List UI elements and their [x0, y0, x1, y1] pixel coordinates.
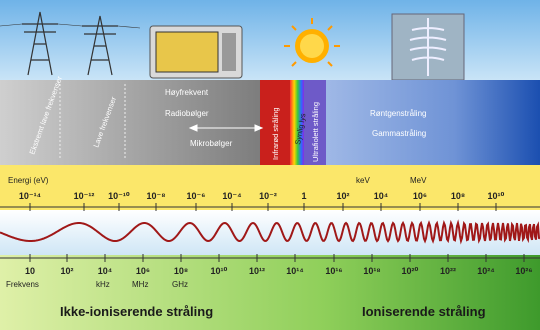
region-label: Infrarød stråling [271, 107, 280, 160]
frequency-tick-label: 10¹⁶ [325, 266, 342, 276]
frequency-unit: kHz [96, 280, 110, 289]
frequency-tick-label: 10 [25, 266, 35, 276]
region-label: Høyfrekvent [165, 88, 209, 97]
spectrum-diagram: Ekstremt lave frekvenser Lave frekvenser… [0, 0, 540, 330]
energy-tick-label: 10⁴ [374, 191, 388, 201]
energy-unit: keV [356, 176, 370, 185]
energy-band [0, 165, 540, 210]
page: { "regions": { "extremely_low": "Ekstrem… [0, 0, 540, 330]
frequency-unit: GHz [172, 280, 188, 289]
frequency-tick-label: 10¹⁰ [211, 266, 228, 276]
energy-tick-label: 10⁻¹⁰ [108, 191, 130, 201]
energy-tick-label: 10⁻⁴ [222, 191, 241, 201]
energy-tick-label: 10⁻¹⁴ [19, 191, 41, 201]
energy-tick-label: 10⁻² [259, 191, 277, 201]
energy-tick-label: 10⁶ [413, 191, 427, 201]
frequency-tick-label: 10²² [440, 266, 456, 276]
frequency-tick-label: 10¹² [249, 266, 265, 276]
region-label: Røntgenstråling [370, 109, 426, 118]
frequency-tick-label: 10⁶ [136, 266, 150, 276]
energy-tick-label: 10⁸ [451, 191, 465, 201]
energy-unit: MeV [410, 176, 427, 185]
xray-icon [392, 14, 464, 80]
energy-tick-label: 10¹⁰ [488, 191, 505, 201]
microwave-icon [150, 26, 242, 78]
region-label: Mikrobølger [190, 139, 233, 148]
energy-tick-label: 10² [336, 191, 349, 201]
region-label: Gammastråling [372, 129, 426, 138]
region-label: Radiobølger [165, 109, 209, 118]
frequency-tick-label: 10¹⁸ [363, 266, 380, 276]
energy-tick-label: 10⁻⁸ [146, 191, 165, 201]
energy-tick-label: 1 [301, 191, 306, 201]
frequency-tick-label: 10¹⁴ [286, 266, 303, 276]
frequency-tick-label: 10²⁰ [402, 266, 419, 276]
region-label: Ultrafiolett stråling [311, 102, 320, 162]
energy-tick-label: 10⁻¹² [74, 191, 95, 201]
frequency-unit: MHz [132, 280, 148, 289]
frequency-tick-label: 10⁸ [174, 266, 188, 276]
footer-label: Ioniserende stråling [362, 304, 486, 319]
frequency-tick-label: 10²⁴ [477, 266, 494, 276]
frequency-tick-label: 10²⁶ [515, 266, 532, 276]
frequency-tick-label: 10² [60, 266, 73, 276]
frequency-label: Frekvens [6, 280, 39, 289]
energy-label: Energi (eV) [8, 176, 49, 185]
footer-label: Ikke-ioniserende stråling [60, 304, 213, 319]
energy-tick-label: 10⁻⁶ [187, 191, 206, 201]
frequency-tick-label: 10⁴ [98, 266, 112, 276]
ionizing-region [326, 80, 540, 165]
